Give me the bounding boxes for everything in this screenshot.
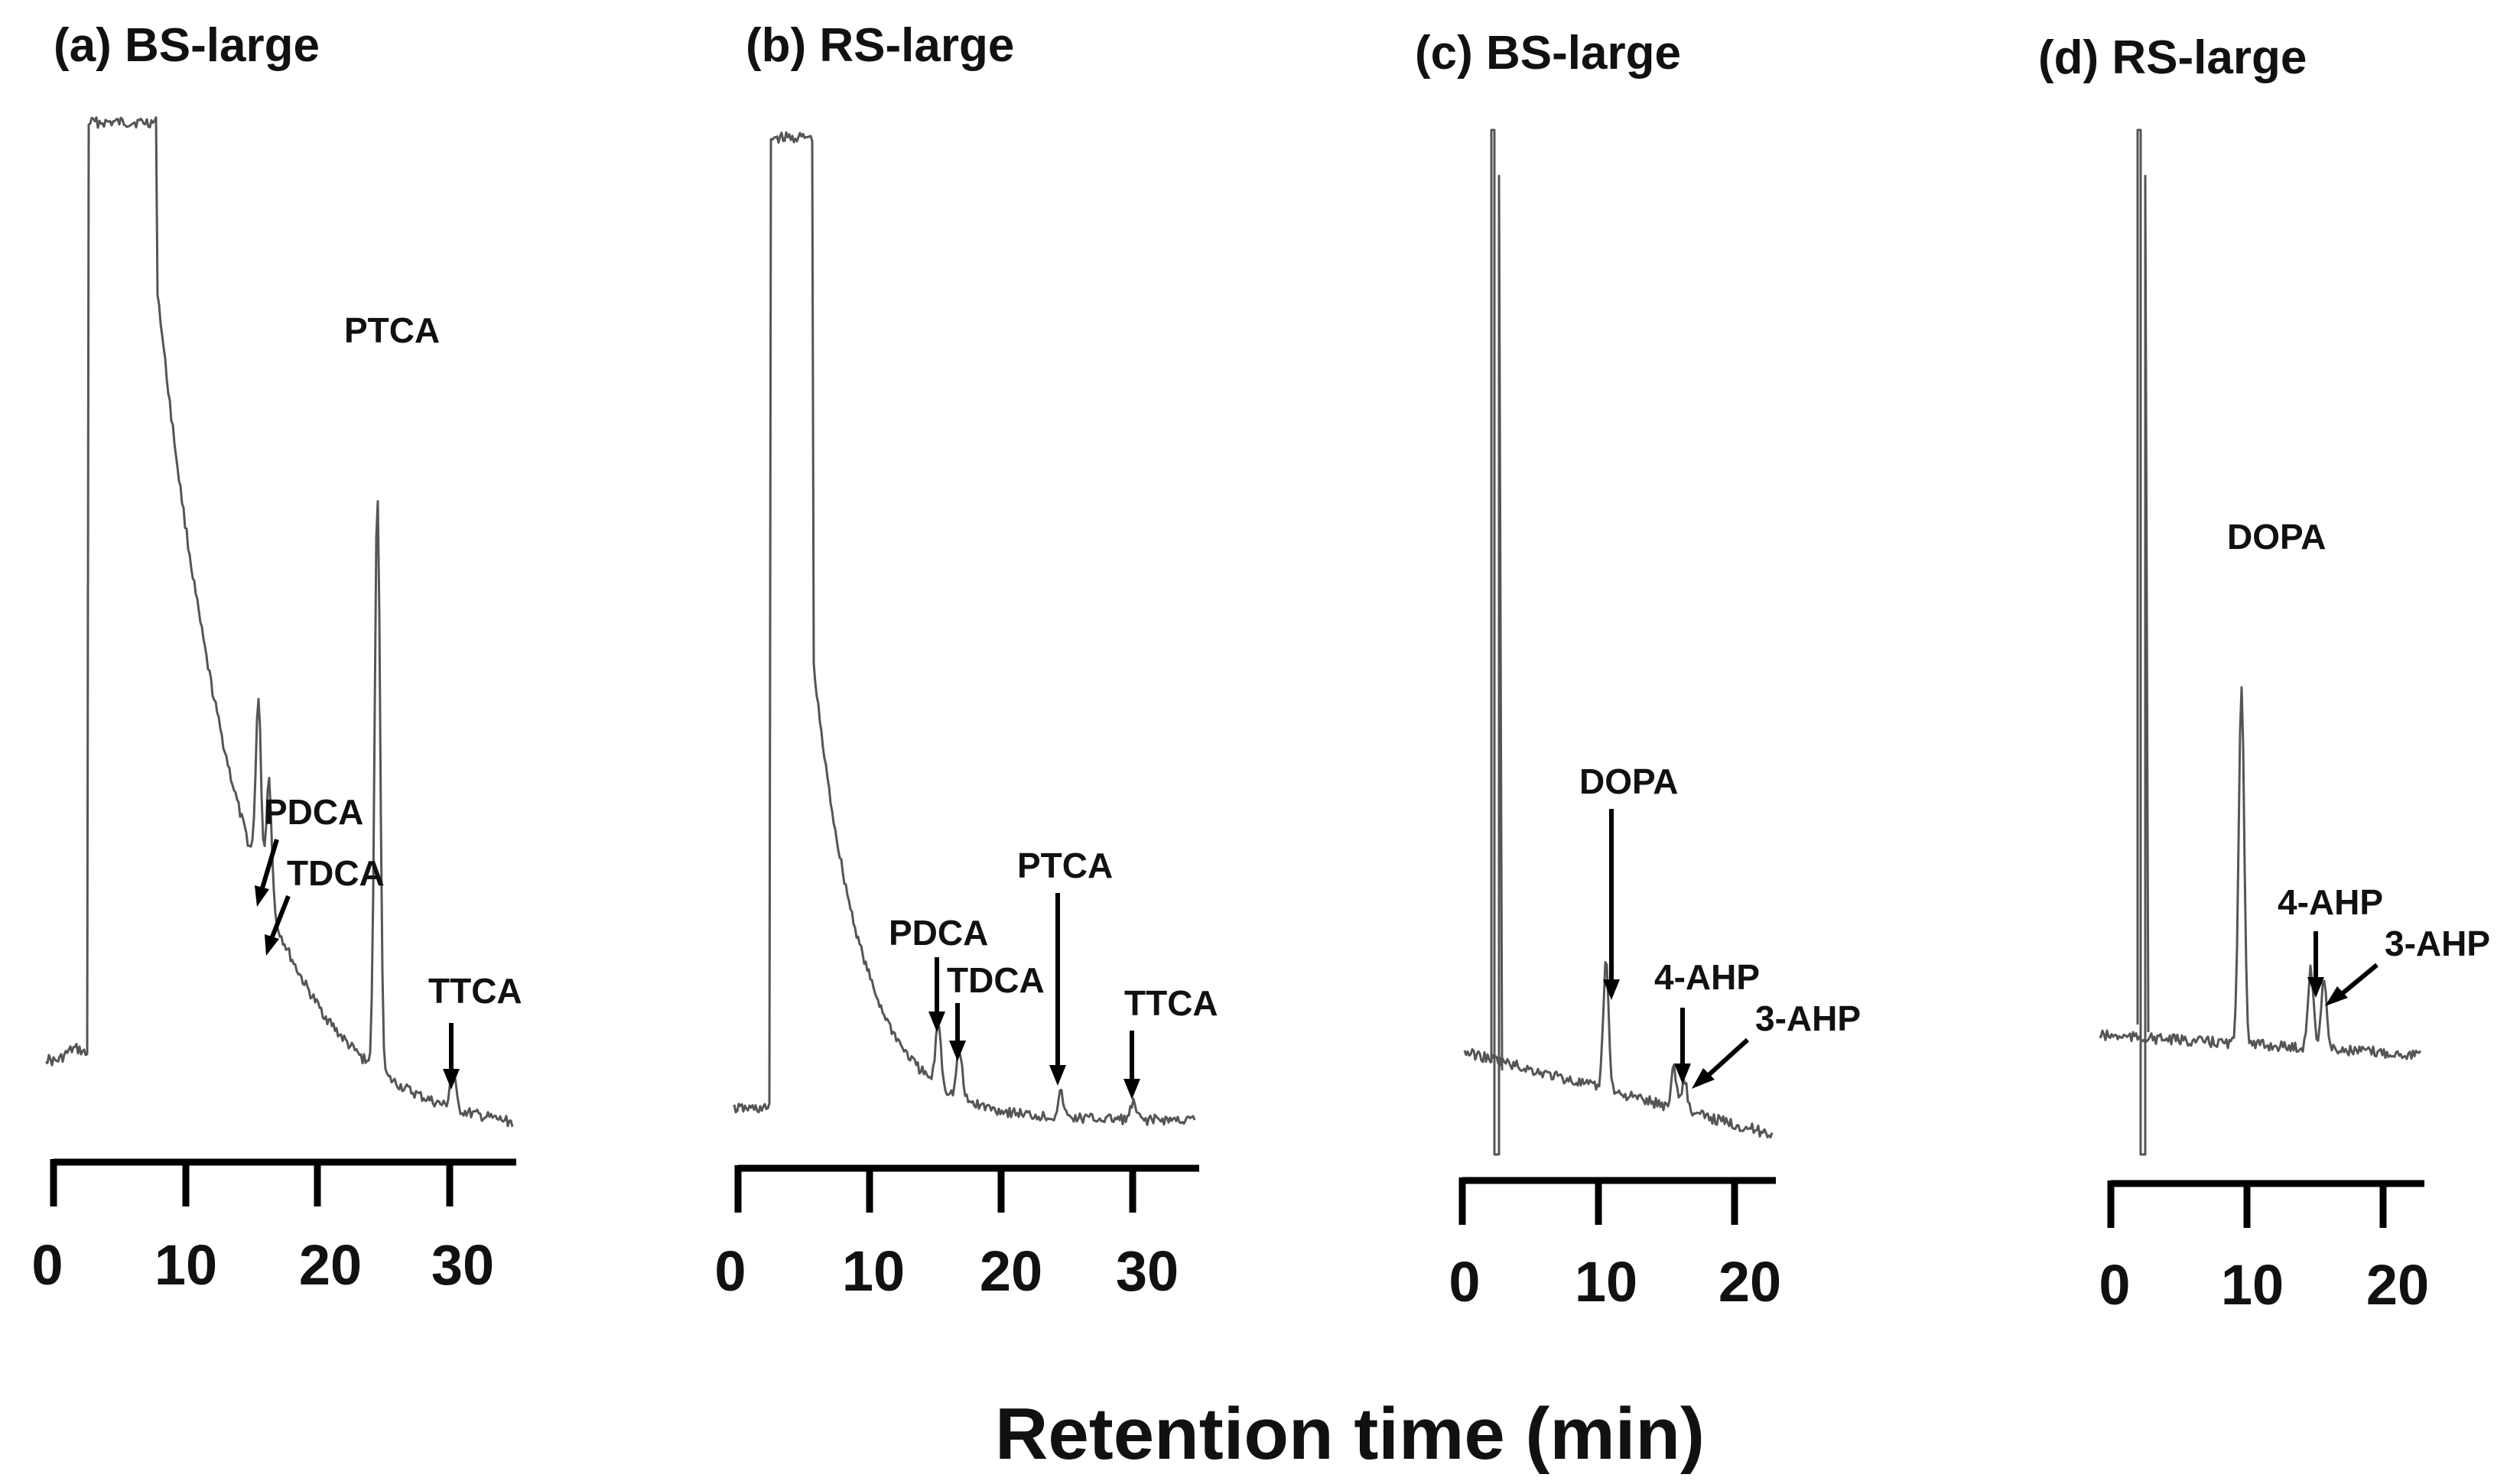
panel-b-arrowhead-ptca bbox=[1049, 1065, 1066, 1086]
panel-b-arrowhead-pdca bbox=[928, 1012, 945, 1032]
panel-d-title: (d) RS-large bbox=[2038, 31, 2307, 84]
panel-a-tick-0: 0 bbox=[31, 1233, 63, 1297]
panel-d-trace bbox=[2099, 128, 2422, 1156]
panel-d-arrowhead-4ahp bbox=[2307, 977, 2324, 998]
panel-a-tick-20: 20 bbox=[299, 1233, 362, 1297]
panel-b-title: (b) RS-large bbox=[746, 19, 1014, 72]
panel-d-tick-20: 20 bbox=[2366, 1253, 2429, 1317]
panel-b-arrowhead-tdca bbox=[949, 1041, 966, 1061]
panel-d-x-axis bbox=[2107, 1180, 2424, 1228]
panel-c-tick-10: 10 bbox=[1575, 1250, 1637, 1314]
panel-a-label-ptca: PTCA bbox=[344, 310, 440, 350]
panel-a-trace bbox=[44, 116, 514, 1128]
panel-d-tick-0: 0 bbox=[2099, 1253, 2130, 1317]
panel-a-arrow-tdca bbox=[269, 895, 291, 940]
panel-d-label-3ahp: 3-AHP bbox=[2385, 924, 2490, 963]
panel-a-label-tdca: TDCA bbox=[287, 853, 385, 893]
panel-a-label-pdca: PDCA bbox=[264, 792, 363, 832]
panel-c-title: (c) BS-large bbox=[1415, 27, 1681, 80]
panel-b-label-ttca: TTCA bbox=[1124, 983, 1218, 1023]
panel-b-tick-10: 10 bbox=[842, 1239, 905, 1303]
panel-b-tick-0: 0 bbox=[714, 1239, 746, 1303]
panel-a-arrowhead-ttca bbox=[443, 1069, 460, 1089]
panel-a-tick-30: 30 bbox=[431, 1233, 494, 1297]
panel-b-label-ptca: PTCA bbox=[1017, 846, 1113, 885]
panel-d-tick-10: 10 bbox=[2221, 1253, 2284, 1317]
panel-b-tick-20: 20 bbox=[980, 1239, 1042, 1303]
panel-a-arrowhead-pdca bbox=[255, 885, 269, 907]
panel-c-arrow-3ahp bbox=[1705, 1038, 1750, 1079]
panel-c-trace bbox=[1463, 128, 1774, 1156]
panel-b-arrowhead-ttca bbox=[1123, 1079, 1140, 1099]
panel-a-title: (a) BS-large bbox=[54, 19, 320, 72]
panel-a-tick-10: 10 bbox=[154, 1233, 217, 1297]
panel-c-label-4ahp: 4-AHP bbox=[1654, 957, 1760, 997]
panel-c-arrowhead-3ahp bbox=[1692, 1068, 1715, 1089]
panel-a-x-axis bbox=[50, 1158, 516, 1206]
x-axis-label: Retention time (min) bbox=[995, 1393, 1705, 1475]
panel-b-tick-30: 30 bbox=[1116, 1239, 1179, 1303]
panel-c-label-dopa: DOPA bbox=[1579, 761, 1679, 801]
panel-c-arrowhead-4ahp bbox=[1674, 1063, 1691, 1084]
panel-a-arrowhead-tdca bbox=[265, 934, 279, 956]
panel-d-label-4ahp: 4-AHP bbox=[2278, 882, 2383, 922]
panel-c-arrowhead-dopa bbox=[1603, 979, 1620, 1000]
panel-a-arrow-pdca bbox=[259, 839, 279, 891]
panel-b-trace bbox=[733, 131, 1196, 1126]
panel-d-arrow-3ahp bbox=[2340, 963, 2379, 996]
panel-a-label-ttca: TTCA bbox=[428, 971, 522, 1011]
panel-c-x-axis bbox=[1458, 1177, 1776, 1225]
panel-c-label-3ahp: 3-AHP bbox=[1755, 999, 1861, 1038]
panel-c-tick-0: 0 bbox=[1449, 1250, 1480, 1314]
panel-b-x-axis bbox=[734, 1164, 1199, 1213]
panel-d-label-dopa: DOPA bbox=[2227, 517, 2327, 557]
panel-b-label-tdca: TDCA bbox=[947, 960, 1045, 1000]
panel-b-label-pdca: PDCA bbox=[889, 913, 988, 953]
panel-d-arrowhead-3ahp bbox=[2325, 986, 2348, 1006]
panel-c-tick-20: 20 bbox=[1718, 1250, 1781, 1314]
